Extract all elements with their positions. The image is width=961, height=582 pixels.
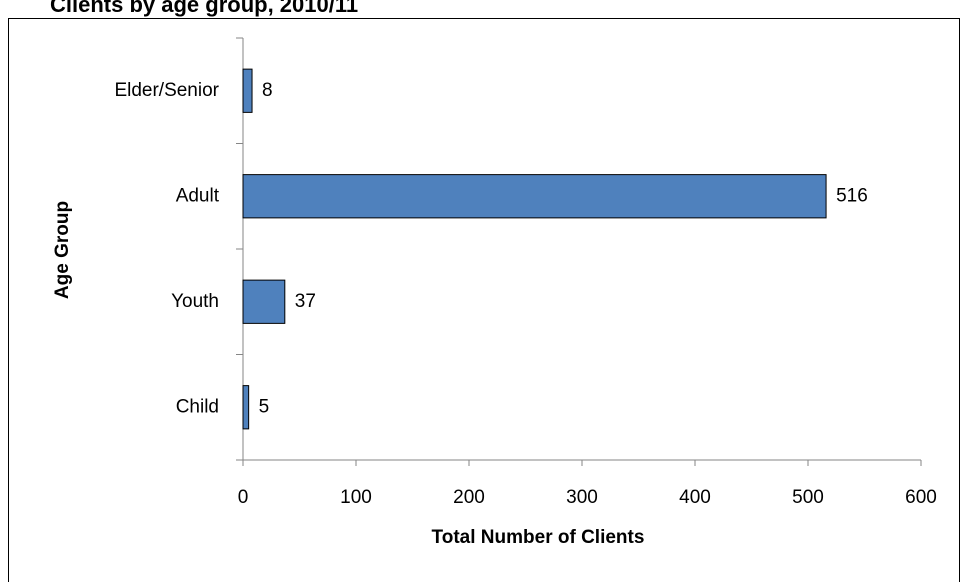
chart-title: Clients by age group, 2010/11 (50, 0, 358, 17)
x-tick-label: 0 (238, 487, 249, 508)
x-tick-label: 500 (792, 487, 824, 508)
y-tick-label: Child (176, 396, 219, 417)
x-tick-label: 400 (679, 487, 711, 508)
chart-frame (8, 18, 960, 582)
bar (242, 385, 250, 430)
bar (242, 174, 827, 219)
x-axis-title: Total Number of Clients (432, 527, 645, 548)
data-label: 8 (262, 80, 273, 101)
bar (242, 279, 286, 324)
y-axis-title: Age Group (52, 201, 73, 299)
data-label: 5 (259, 396, 270, 417)
x-tick-label: 200 (453, 487, 485, 508)
y-tick-label: Youth (171, 291, 219, 312)
data-label: 516 (836, 185, 868, 206)
x-tick-label: 600 (905, 487, 937, 508)
y-tick-label: Elder/Senior (114, 80, 219, 101)
data-label: 37 (295, 291, 316, 312)
x-tick-label: 300 (566, 487, 598, 508)
y-tick-label: Adult (176, 185, 220, 206)
x-tick-label: 100 (340, 487, 372, 508)
bar (242, 68, 253, 113)
